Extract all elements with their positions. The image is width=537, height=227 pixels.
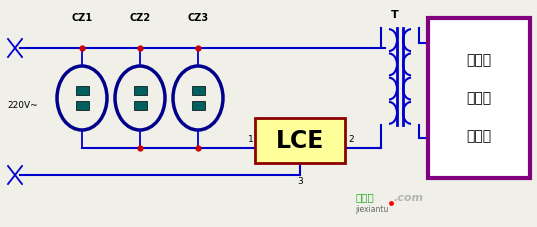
Bar: [428, 18, 530, 178]
Bar: [192, 86, 205, 95]
Text: 共用天: 共用天: [467, 53, 491, 67]
Text: 220V~: 220V~: [7, 101, 38, 109]
Bar: [192, 101, 205, 110]
Bar: [134, 101, 147, 110]
Bar: [76, 101, 89, 110]
Bar: [76, 86, 89, 95]
Text: 2: 2: [348, 135, 354, 144]
Text: 器电源: 器电源: [467, 129, 491, 143]
Text: CZ2: CZ2: [129, 13, 150, 23]
Text: CZ3: CZ3: [187, 13, 208, 23]
Text: .com: .com: [393, 193, 423, 203]
Bar: [134, 86, 147, 95]
Text: jiexiantu: jiexiantu: [355, 205, 388, 214]
Text: 线放大: 线放大: [467, 91, 491, 105]
Text: 1: 1: [248, 135, 254, 144]
Text: LCE: LCE: [276, 128, 324, 153]
Text: CZ1: CZ1: [71, 13, 92, 23]
Text: T: T: [391, 10, 399, 20]
Text: 3: 3: [297, 177, 303, 186]
Text: 接线图: 接线图: [355, 192, 374, 202]
Bar: [255, 118, 345, 163]
